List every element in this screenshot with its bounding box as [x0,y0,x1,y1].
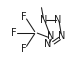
Text: F: F [21,12,27,22]
Text: N: N [44,39,51,49]
Text: N: N [40,15,47,25]
Text: N: N [54,15,62,25]
Text: F: F [21,44,27,54]
Text: F: F [11,28,16,38]
Text: N: N [47,31,54,41]
Text: N: N [58,31,66,41]
